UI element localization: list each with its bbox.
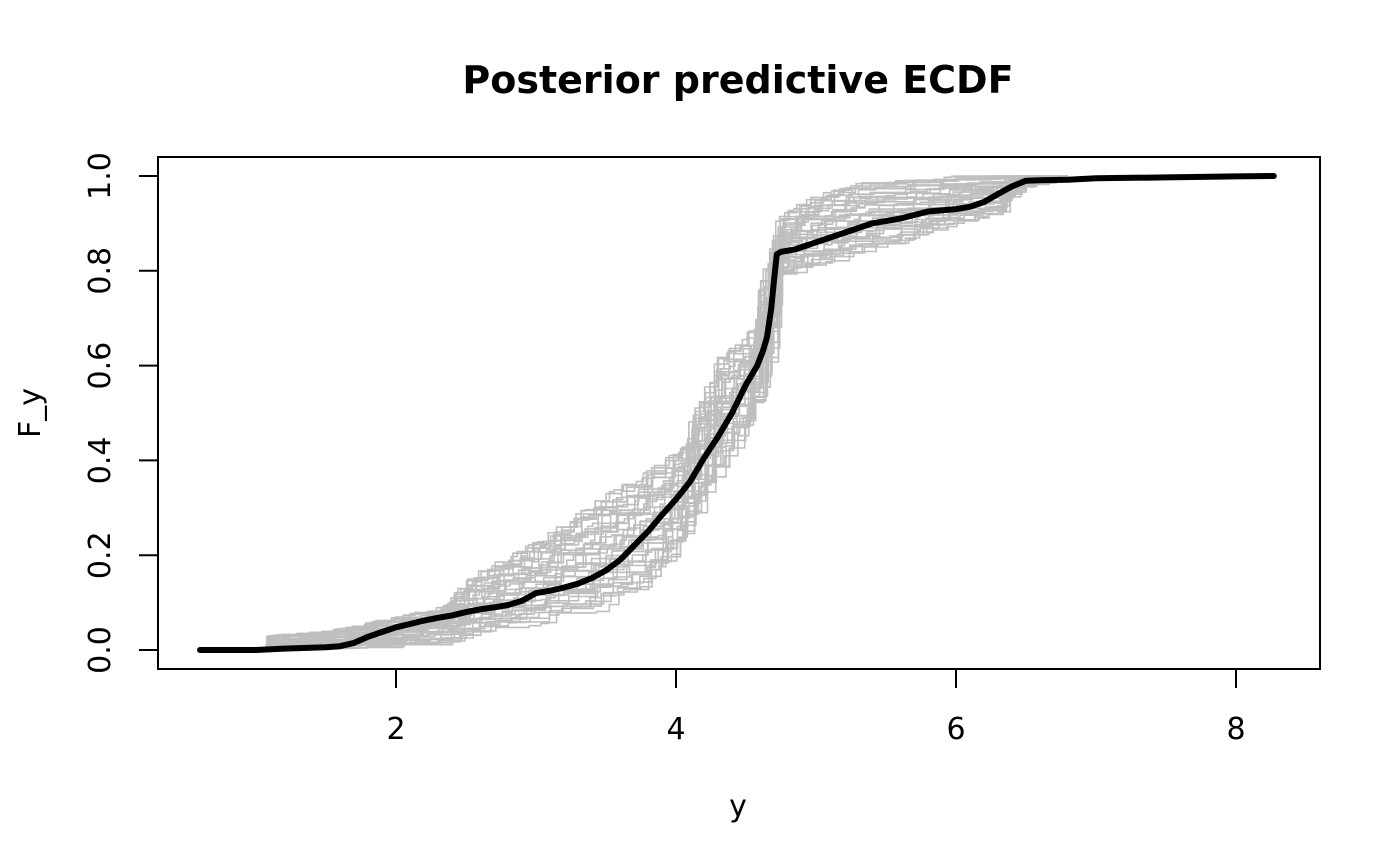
replicate-ecdf-line <box>263 175 1068 651</box>
replicate-ecdf-line <box>263 177 1068 651</box>
replicate-ecdf-line <box>263 176 1069 651</box>
x-axis-label: y <box>729 789 747 824</box>
y-axis: 0.0 0.2 0.4 0.6 0.8 1.0 <box>83 152 158 674</box>
replicate-ecdf-line <box>263 176 1069 651</box>
replicate-ecdf-line <box>263 176 1069 651</box>
observed-ecdf-line <box>197 173 1277 653</box>
replicate-ecdf-line <box>263 178 1069 651</box>
replicate-ecdf-line <box>263 178 1069 651</box>
replicate-ecdf-line <box>263 175 1068 651</box>
plot-frame <box>157 156 1321 670</box>
replicate-ecdf-line <box>263 178 1069 651</box>
replicate-ecdf-line <box>263 175 1068 651</box>
replicate-ecdf-line <box>263 175 1068 651</box>
replicate-ecdf-line <box>263 177 1069 651</box>
replicate-ecdf-line <box>263 178 1069 651</box>
x-tick-label: 8 <box>1226 712 1245 747</box>
replicate-ecdf-line <box>263 177 1068 651</box>
y-tick-label: 0.4 <box>83 437 118 485</box>
replicate-ecdf-line <box>263 177 1069 651</box>
replicate-ecdf-line <box>263 176 1069 651</box>
replicate-ecdf-line <box>263 178 1069 651</box>
chart-title: Posterior predictive ECDF <box>462 58 1013 102</box>
replicate-ecdf-line <box>263 179 1069 651</box>
replicate-ecdf-line <box>263 178 1068 651</box>
y-tick-label: 0.6 <box>83 342 118 390</box>
y-tick-label: 0.8 <box>83 247 118 295</box>
x-tick-label: 4 <box>666 712 685 747</box>
replicate-ecdf-line <box>263 175 1068 651</box>
replicate-ecdf-line <box>263 178 1069 651</box>
y-tick-label: 1.0 <box>83 152 118 200</box>
y-tick-label: 0.0 <box>83 626 118 674</box>
replicate-ecdf-line <box>263 179 1069 651</box>
replicate-ecdf-line <box>263 179 1069 651</box>
replicate-ecdf-line <box>263 176 1069 651</box>
replicate-ecdf-line <box>263 178 1069 651</box>
y-axis-label: F_y <box>13 388 48 438</box>
replicate-ecdf-line <box>263 176 1068 651</box>
replicate-ecdf-line <box>263 176 1069 651</box>
replicate-ecdf-line <box>263 177 1069 651</box>
replicate-ecdf-line <box>263 176 1068 651</box>
replicate-ecdf-line <box>263 178 1068 651</box>
replicate-ecdf-line <box>263 179 1069 651</box>
replicate-ecdf-line <box>263 176 1068 651</box>
replicate-ecdf-line <box>263 179 1069 651</box>
replicate-ecdf-line <box>263 175 1068 651</box>
replicate-ecdf-line <box>263 177 1069 651</box>
replicate-ecdf-line <box>263 178 1069 651</box>
replicate-ecdf-lines <box>263 175 1069 651</box>
y-tick-label: 0.2 <box>83 531 118 579</box>
replicate-ecdf-line <box>263 176 1069 651</box>
x-tick-label: 2 <box>386 712 405 747</box>
replicate-ecdf-line <box>263 175 1068 651</box>
replicate-ecdf-line <box>263 175 1068 651</box>
x-tick-label: 6 <box>946 712 965 747</box>
replicate-ecdf-line <box>263 177 1069 651</box>
x-axis: 2 4 6 8 <box>386 669 1246 747</box>
